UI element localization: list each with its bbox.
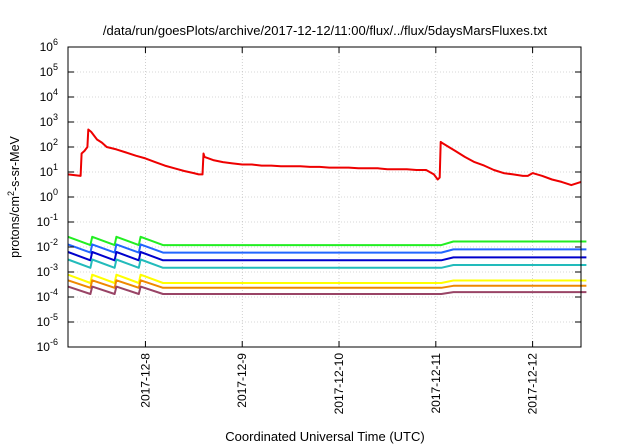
x-tick-label: 2017-12-12 — [526, 353, 540, 415]
series-line — [67, 128, 582, 187]
series-group — [67, 128, 587, 295]
y-tick-label: 10-1 — [37, 212, 58, 229]
series-line — [67, 251, 587, 262]
series-line — [67, 273, 587, 284]
y-tick-label: 10-3 — [37, 262, 58, 279]
x-axis: 2017-12-8 2017-12-9 2017-12-10 2017-12-11 20… — [138, 47, 540, 415]
plot-frame — [67, 46, 582, 348]
x-tick-label: 2017-12-10 — [332, 353, 346, 415]
y-tick-label: 101 — [40, 162, 58, 179]
y-tick-label: 105 — [40, 62, 58, 79]
series-line — [67, 243, 587, 254]
y-tick-label: 102 — [40, 137, 58, 154]
y-tick-label: 103 — [40, 112, 58, 129]
y-axis-label: protons/cm2-s-sr-MeV — [6, 135, 22, 257]
x-tick-label: 2017-12-9 — [235, 353, 249, 408]
y-tick-label: 100 — [40, 187, 58, 204]
series-line — [67, 235, 587, 247]
y-axis: 10-6 10-5 10-4 10-3 10-2 10-1 100 101 102 103 104 1… — [37, 37, 581, 354]
y-tick-label: 106 — [40, 37, 58, 54]
series-line — [67, 258, 587, 269]
chart-title: /data/run/goesPlots/archive/2017-12-12/1… — [103, 23, 548, 38]
x-tick-label: 2017-12-8 — [138, 353, 152, 408]
y-tick-label: 10-6 — [37, 337, 58, 354]
grid — [68, 47, 581, 347]
y-tick-label: 104 — [40, 87, 58, 104]
y-tick-label: 10-5 — [37, 312, 58, 329]
y-tick-label: 10-4 — [37, 287, 58, 304]
y-tick-label: 10-2 — [37, 237, 58, 254]
series-line — [67, 279, 587, 289]
x-tick-label: 2017-12-11 — [429, 353, 443, 414]
series-line — [67, 285, 587, 295]
x-axis-label: Coordinated Universal Time (UTC) — [225, 429, 424, 444]
